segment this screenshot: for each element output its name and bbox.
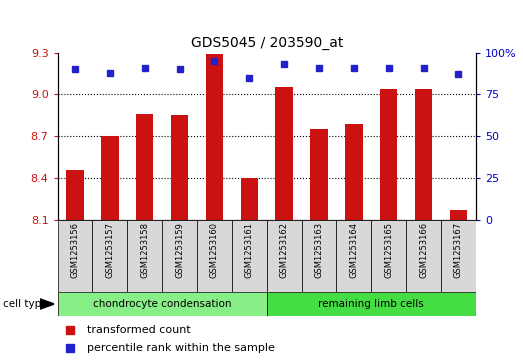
Bar [171,115,188,220]
Bar [58,220,93,292]
Text: GSM1253160: GSM1253160 [210,222,219,278]
Text: GSM1253167: GSM1253167 [454,222,463,278]
Text: GSM1253162: GSM1253162 [280,222,289,278]
Bar [162,220,197,292]
Bar [66,170,84,220]
Bar [232,220,267,292]
Bar [406,220,441,292]
Bar [58,292,267,316]
Text: cell type: cell type [3,299,47,309]
Bar [450,210,467,220]
Text: chondrocyte condensation: chondrocyte condensation [93,299,231,309]
Bar [267,292,476,316]
Bar [371,220,406,292]
Text: percentile rank within the sample: percentile rank within the sample [87,343,275,353]
Text: GSM1253157: GSM1253157 [105,222,115,278]
Text: remaining limb cells: remaining limb cells [319,299,424,309]
Bar [267,220,302,292]
Bar [380,89,397,220]
Bar [415,89,433,220]
Bar [302,220,336,292]
Text: GSM1253165: GSM1253165 [384,222,393,278]
Bar [206,54,223,220]
Bar [310,129,328,220]
Text: GSM1253156: GSM1253156 [71,222,79,278]
Polygon shape [40,299,54,309]
Text: GSM1253161: GSM1253161 [245,222,254,278]
Bar [136,114,153,220]
Bar [93,220,127,292]
Bar [345,124,362,220]
Bar [127,220,162,292]
Text: GSM1253159: GSM1253159 [175,222,184,278]
Title: GDS5045 / 203590_at: GDS5045 / 203590_at [190,36,343,50]
Bar [241,178,258,220]
Bar [101,136,119,220]
Bar [441,220,476,292]
Text: GSM1253163: GSM1253163 [314,222,324,278]
Bar [336,220,371,292]
Text: transformed count: transformed count [87,325,190,335]
Text: GSM1253164: GSM1253164 [349,222,358,278]
Text: GSM1253158: GSM1253158 [140,222,149,278]
Bar [276,87,293,220]
Text: GSM1253166: GSM1253166 [419,222,428,278]
Bar [197,220,232,292]
